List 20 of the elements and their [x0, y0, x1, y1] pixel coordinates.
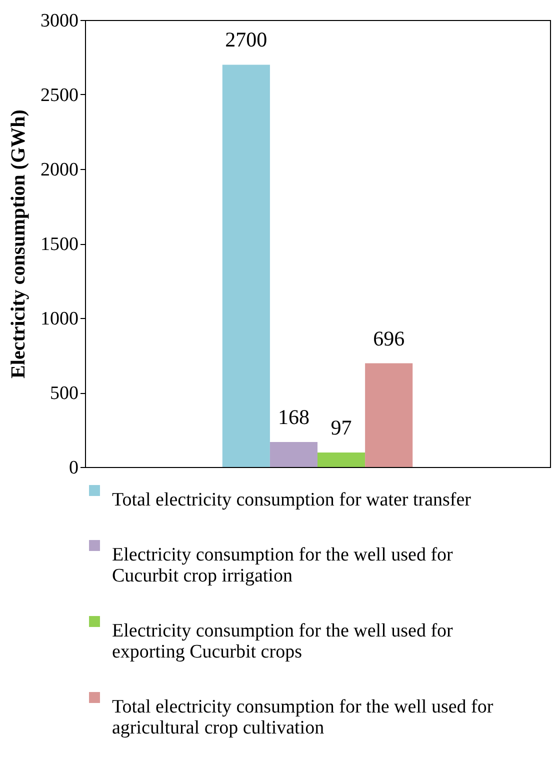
- y-tick-label: 1500: [40, 234, 78, 255]
- legend-label: Total electricity consumption for the well used for agricultural crop cultivation: [112, 696, 494, 738]
- y-tick-label: 2000: [40, 160, 78, 180]
- data-label: 97: [330, 416, 352, 440]
- legend-label: Electricity consumption for the well used for Cucurbit crop irrigation: [112, 544, 454, 586]
- bar: [270, 442, 318, 467]
- legend-label: Electricity consumption for the well used for exporting Cucurbit crops: [112, 620, 454, 662]
- data-label: 696: [373, 326, 405, 350]
- bar: [318, 452, 366, 467]
- data-label: 168: [278, 404, 310, 429]
- bar: [222, 64, 270, 467]
- y-tick-label: 0: [69, 458, 78, 478]
- y-tick-label: 2500: [40, 85, 78, 106]
- y-tick-label: 500: [50, 383, 78, 404]
- bar: [365, 363, 413, 467]
- data-label: 2700: [225, 28, 268, 52]
- y-axis-title: Electricity consumption (GWh): [8, 110, 30, 378]
- legend-label: Total electricity consumption for water transfer: [112, 490, 472, 510]
- y-tick-label: 1000: [40, 308, 78, 330]
- y-tick-label: 3000: [40, 10, 78, 32]
